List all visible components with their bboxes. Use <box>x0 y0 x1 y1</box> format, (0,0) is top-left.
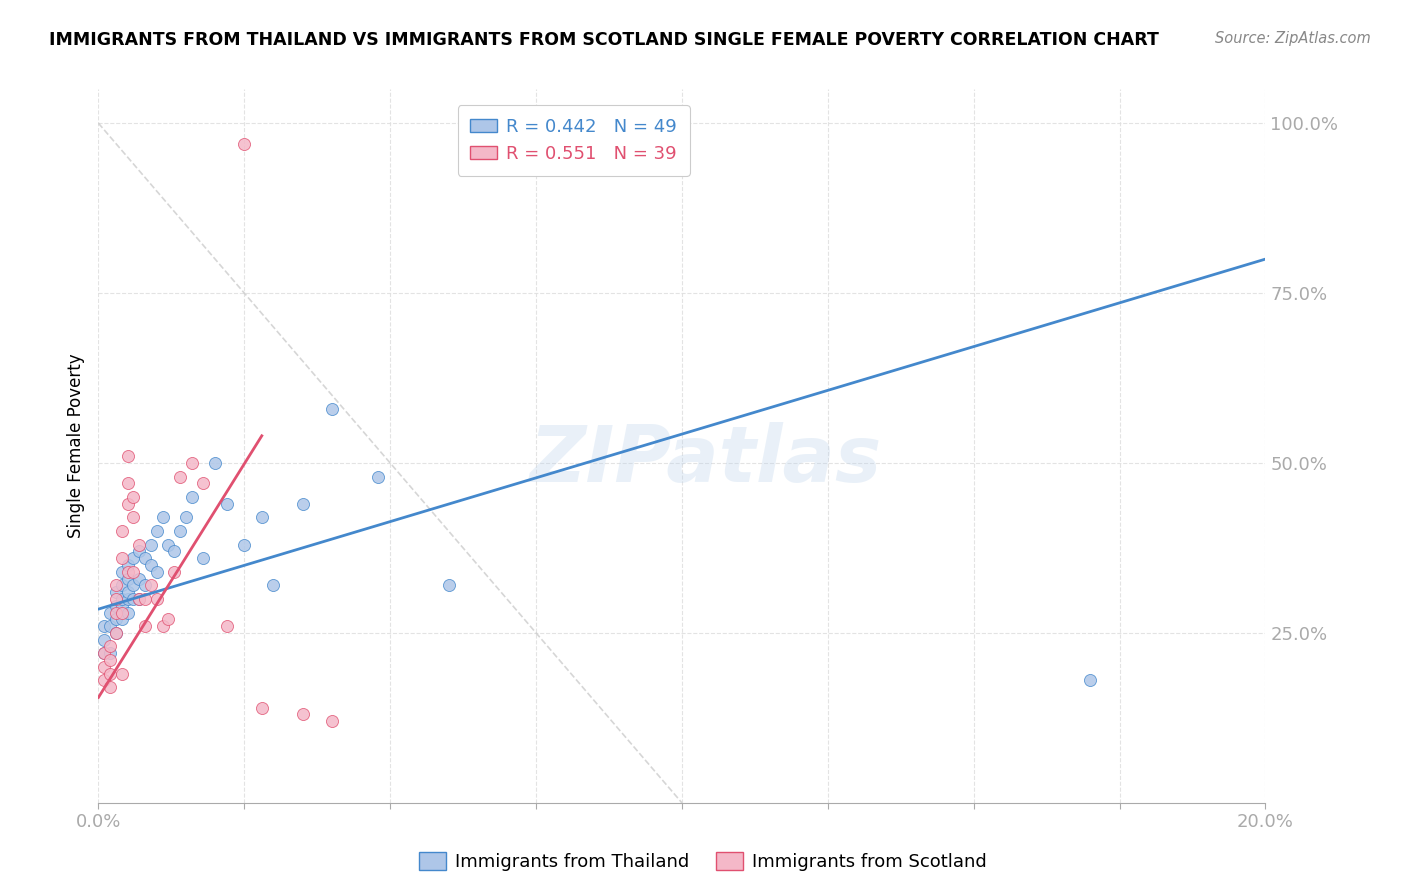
Point <box>104 599 127 613</box>
Point <box>291 707 314 722</box>
Text: Source: ZipAtlas.com: Source: ZipAtlas.com <box>1215 31 1371 46</box>
Point <box>193 551 215 566</box>
Point <box>122 490 145 504</box>
Point <box>193 476 215 491</box>
Point <box>152 619 174 633</box>
Point <box>111 591 134 606</box>
Point <box>98 666 121 681</box>
Point <box>122 565 145 579</box>
Point <box>128 537 150 551</box>
Point <box>174 510 197 524</box>
Point <box>111 599 134 613</box>
Point <box>111 524 134 538</box>
Point <box>169 469 191 483</box>
Point <box>104 606 127 620</box>
Point <box>93 646 115 660</box>
Point <box>134 551 156 566</box>
Point <box>104 585 127 599</box>
Point <box>98 606 121 620</box>
Point <box>321 714 343 729</box>
Point <box>134 619 156 633</box>
Point <box>98 653 121 667</box>
Point <box>128 572 150 586</box>
Point <box>93 646 115 660</box>
Point <box>122 551 145 566</box>
Point <box>180 490 202 504</box>
Text: IMMIGRANTS FROM THAILAND VS IMMIGRANTS FROM SCOTLAND SINGLE FEMALE POVERTY CORRE: IMMIGRANTS FROM THAILAND VS IMMIGRANTS F… <box>49 31 1159 49</box>
Point <box>117 497 139 511</box>
Point <box>291 497 314 511</box>
Point <box>139 578 162 592</box>
Point <box>111 612 134 626</box>
Point <box>122 510 145 524</box>
Point <box>117 565 139 579</box>
Point <box>250 510 273 524</box>
Point <box>204 456 226 470</box>
Point <box>134 591 156 606</box>
Point <box>98 619 121 633</box>
Point <box>157 537 180 551</box>
Point <box>104 626 127 640</box>
Point <box>111 551 134 566</box>
Point <box>117 585 139 599</box>
Point <box>117 572 139 586</box>
Point <box>104 591 127 606</box>
Point <box>163 565 186 579</box>
Point <box>111 578 134 592</box>
Point <box>128 591 150 606</box>
Point <box>128 591 150 606</box>
Point <box>117 591 139 606</box>
Point <box>180 456 202 470</box>
Point <box>122 578 145 592</box>
Point <box>146 524 169 538</box>
Point <box>104 578 127 592</box>
Point <box>250 700 273 714</box>
Point <box>98 680 121 694</box>
Point <box>1080 673 1102 688</box>
Point <box>128 544 150 558</box>
Point <box>215 619 238 633</box>
Point <box>111 606 134 620</box>
Point <box>146 591 169 606</box>
Point <box>262 578 284 592</box>
Point <box>233 136 256 151</box>
Text: ZIPatlas: ZIPatlas <box>529 422 882 499</box>
Point <box>163 544 186 558</box>
Point <box>104 612 127 626</box>
Point <box>93 673 115 688</box>
Point <box>437 578 460 592</box>
Point <box>117 558 139 572</box>
Point <box>367 469 389 483</box>
Point <box>233 537 256 551</box>
Point <box>321 401 343 416</box>
Point <box>157 612 180 626</box>
Point <box>93 632 115 647</box>
Point <box>139 558 162 572</box>
Point <box>117 476 139 491</box>
Point <box>152 510 174 524</box>
Point <box>134 578 156 592</box>
Point <box>117 449 139 463</box>
Point <box>98 646 121 660</box>
Point <box>117 606 139 620</box>
Point <box>111 666 134 681</box>
Point <box>98 640 121 654</box>
Point <box>122 591 145 606</box>
Point <box>93 619 115 633</box>
Point <box>111 565 134 579</box>
Y-axis label: Single Female Poverty: Single Female Poverty <box>66 354 84 538</box>
Point <box>93 660 115 674</box>
Point <box>146 565 169 579</box>
Point <box>215 497 238 511</box>
Point <box>139 537 162 551</box>
Legend: Immigrants from Thailand, Immigrants from Scotland: Immigrants from Thailand, Immigrants fro… <box>412 845 994 879</box>
Point <box>169 524 191 538</box>
Legend: R = 0.442   N = 49, R = 0.551   N = 39: R = 0.442 N = 49, R = 0.551 N = 39 <box>457 105 690 176</box>
Point <box>104 626 127 640</box>
